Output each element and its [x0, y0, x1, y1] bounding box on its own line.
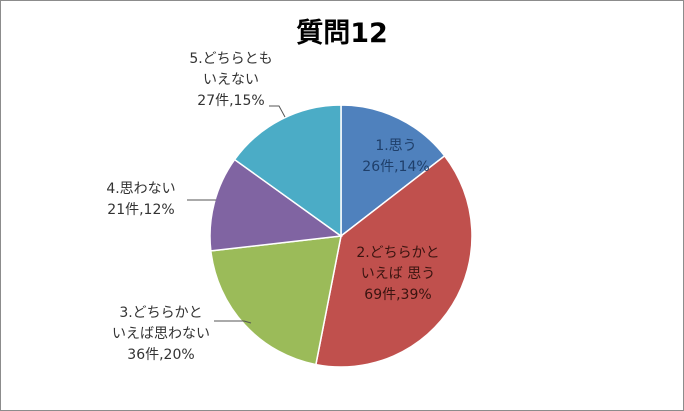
slice-label-2-line-2: いえば 思う [361, 266, 435, 282]
leader-line-5 [269, 105, 286, 118]
slice-label-3-line-2: いえば思わない [112, 326, 210, 342]
slice-label-3-line-3: 36件,20% [127, 347, 194, 363]
pie-slice-5 [233, 104, 342, 238]
slice-label-2-line-3: 69件,39% [364, 287, 431, 303]
slice-label-5-line-3: 27件,15% [197, 93, 264, 109]
slice-label-4-line-1: 4.思わない [106, 181, 175, 197]
pie-slice-2 [314, 154, 473, 368]
slice-label-4-line-2: 21件,12% [107, 202, 174, 218]
slice-label-2-line-1: 2.どちらかと [356, 245, 439, 261]
slice-label-5-line-2: いえない [203, 72, 259, 88]
pie-slice-4 [209, 158, 344, 252]
slice-label-1-line-1: 1.思う [375, 138, 416, 154]
slice-label-5-line-1: 5.どちらとも [189, 51, 272, 67]
slice-label-3-line-1: 3.どちらかと [119, 305, 202, 321]
chart-title: 質問12 [296, 18, 388, 49]
pie-slice-1 [340, 104, 446, 238]
pie-slice-3 [210, 235, 342, 366]
leader-line-3 [214, 320, 252, 324]
slice-label-1-line-2: 26件,14% [362, 159, 429, 175]
